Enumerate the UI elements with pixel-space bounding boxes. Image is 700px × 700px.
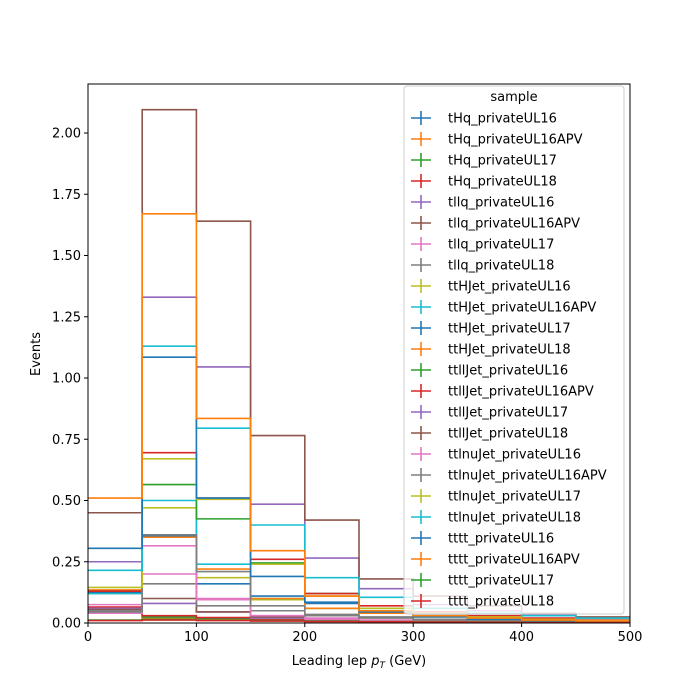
series-layer xyxy=(88,108,630,623)
legend-entry-label: tHq_privateUL17 xyxy=(448,154,557,169)
x-tick-label: 300 xyxy=(401,630,426,645)
legend-entry-label: ttHJet_privateUL16APV xyxy=(448,301,596,316)
legend-entry-label: tttt_privateUL16 xyxy=(448,532,554,547)
legend-entry-label: tttt_privateUL17 xyxy=(448,574,554,589)
legend-entry-label: tllq_privateUL18 xyxy=(448,259,554,274)
y-tick-label: 0.50 xyxy=(52,494,81,509)
x-axis-label: Leading lep pT (GeV) xyxy=(292,654,426,671)
x-axis: 0 100 200 300 400 500 xyxy=(84,623,643,645)
legend-entry-label: ttllJet_privateUL17 xyxy=(448,406,568,421)
legend-title: sample xyxy=(490,90,537,105)
legend-entry-label: ttHJet_privateUL18 xyxy=(448,343,571,358)
series-line-tttt_privateUL18 xyxy=(88,619,630,623)
x-tick-label: 500 xyxy=(618,630,643,645)
legend-entry-label: tHq_privateUL16 xyxy=(448,112,557,127)
legend-entry-label: ttllJet_privateUL16 xyxy=(448,364,568,379)
legend-entry-label: tttt_privateUL18 xyxy=(448,595,554,610)
y-axis-label: Events xyxy=(29,332,44,376)
y-tick-label: 0.75 xyxy=(52,433,81,448)
legend-entry-label: tHq_privateUL16APV xyxy=(448,133,583,148)
series-line-tttt_privateUL16APV xyxy=(88,213,630,622)
legend-entry-label: tllq_privateUL16APV xyxy=(448,217,580,232)
y-tick-label: 1.75 xyxy=(52,188,81,203)
legend-entry-label: ttHJet_privateUL17 xyxy=(448,322,571,337)
y-tick-label: 0.25 xyxy=(52,555,81,570)
legend: sample tHq_privateUL16 tHq_privateUL16APVt… xyxy=(403,85,625,615)
legend-entry-label: ttlnuJet_privateUL16 xyxy=(448,448,581,463)
x-tick-label: 200 xyxy=(292,630,317,645)
legend-entry-label: ttlnuJet_privateUL16APV xyxy=(448,469,607,484)
legend-entry-label: tttt_privateUL16APV xyxy=(448,553,580,568)
y-tick-label: 1.00 xyxy=(52,372,81,387)
legend-entry-label: tllq_privateUL16 xyxy=(448,196,554,211)
legend-entry-label: ttHJet_privateUL16 xyxy=(448,280,571,295)
legend-entry-label: ttlnuJet_privateUL18 xyxy=(448,511,581,526)
x-tick-label: 100 xyxy=(184,630,209,645)
legend-entry-label: ttllJet_privateUL18 xyxy=(448,427,568,442)
y-axis: 0.00 0.25 0.50 0.75 1.00 1.25 1.50 1.75 2.00 xyxy=(52,127,88,632)
y-tick-label: 0.00 xyxy=(52,617,81,632)
legend-entry-label: tHq_privateUL18 xyxy=(448,175,557,190)
legend-box xyxy=(403,85,625,615)
x-tick-label: 0 xyxy=(84,630,92,645)
y-tick-label: 1.50 xyxy=(52,249,81,264)
plot-frame xyxy=(87,83,631,624)
y-tick-label: 1.25 xyxy=(52,310,81,325)
legend-entry-label: tllq_privateUL17 xyxy=(448,238,554,253)
y-tick-label: 2.00 xyxy=(52,127,81,142)
legend-entry-label: ttlnuJet_privateUL17 xyxy=(448,490,581,505)
x-tick-label: 400 xyxy=(509,630,534,645)
legend-entry-label: ttllJet_privateUL16APV xyxy=(448,385,594,400)
